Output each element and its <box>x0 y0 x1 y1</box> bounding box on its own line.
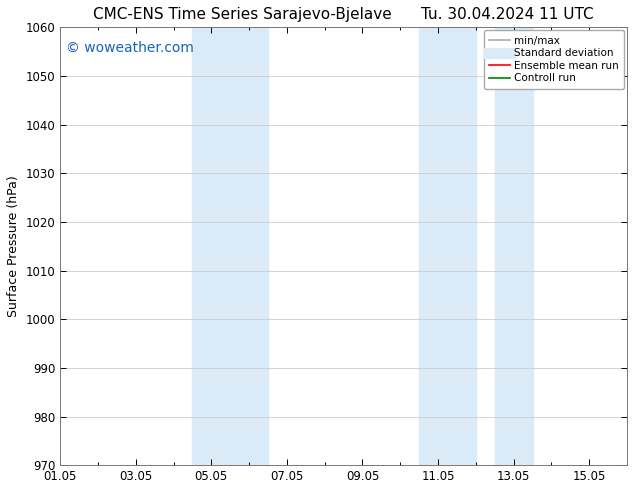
Y-axis label: Surface Pressure (hPa): Surface Pressure (hPa) <box>7 175 20 317</box>
Bar <box>495 27 533 465</box>
Title: CMC-ENS Time Series Sarajevo-Bjelave      Tu. 30.04.2024 11 UTC: CMC-ENS Time Series Sarajevo-Bjelave Tu.… <box>93 7 594 22</box>
Text: © woweather.com: © woweather.com <box>66 40 193 54</box>
Legend: min/max, Standard deviation, Ensemble mean run, Controll run: min/max, Standard deviation, Ensemble me… <box>484 30 624 89</box>
Bar <box>192 27 268 465</box>
Bar <box>419 27 476 465</box>
